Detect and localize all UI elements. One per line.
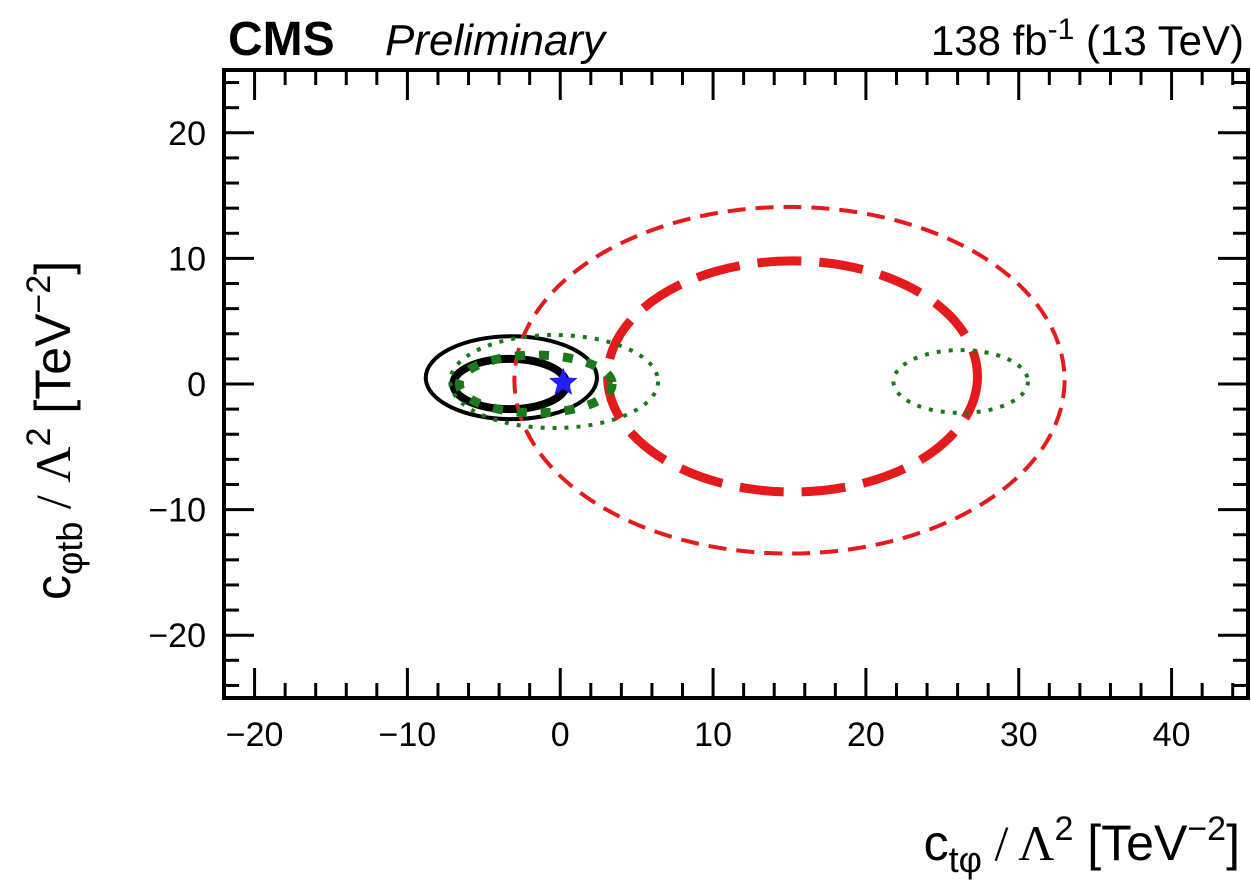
y-axis-title-unit-close: ] — [25, 261, 81, 275]
y-tick-label: 0 — [187, 366, 206, 404]
x-tick-label: −20 — [226, 716, 284, 754]
x-tick-label: 10 — [694, 716, 732, 754]
contour-green-outer-right — [891, 348, 1030, 415]
x-tick-label: 20 — [847, 716, 885, 754]
header-lumi-exponent: -1 — [1048, 13, 1075, 46]
x-tick-label: 40 — [1153, 716, 1191, 754]
best-fit-star-icon — [549, 367, 578, 395]
contour-red-inner — [603, 256, 982, 497]
x-axis-title-separator: / — [982, 815, 1018, 871]
contour-green-inner-left — [454, 350, 617, 418]
x-axis-title-unit: [TeV — [1087, 815, 1188, 871]
plot-frame-group — [222, 68, 1250, 700]
y-tick-label: −20 — [148, 617, 206, 655]
y-axis-title-scale: Λ — [25, 446, 81, 482]
x-axis-title-unit-exp: −2 — [1187, 810, 1226, 848]
header-lumi-value: 138 — [931, 17, 1001, 64]
y-axis-title-unit-exp: −2 — [20, 275, 58, 314]
x-tick-label: 0 — [551, 716, 570, 754]
plot-frame — [222, 68, 1250, 700]
x-axis-title-scale-exp: 2 — [1054, 810, 1073, 848]
axis-ticks-group: −20 −10 0 10 20 30 40 −20 −10 0 10 20 — [148, 70, 1248, 754]
x-tick-label: 30 — [1000, 716, 1038, 754]
contour-green-outer-left — [448, 333, 661, 430]
contours-group — [423, 204, 1067, 556]
header-lumi-unit: fb — [1013, 17, 1048, 64]
y-axis-title-base: c — [25, 575, 81, 600]
y-axis-title-scale-exp: 2 — [20, 428, 58, 447]
y-tick-label: 10 — [168, 240, 206, 278]
header-experiment: CMS — [228, 13, 335, 66]
best-fit-group — [549, 367, 578, 395]
y-axis-title-unit: [TeV — [25, 313, 81, 414]
y-axis-title-subscript: φtb — [49, 522, 90, 575]
x-tick-label: −10 — [379, 716, 437, 754]
header-status: Preliminary — [385, 16, 608, 65]
x-axis-title-base: c — [924, 815, 949, 871]
header-energy: (13 TeV) — [1086, 17, 1244, 64]
x-axis-title-scale: Λ — [1018, 815, 1054, 871]
y-axis-title-separator: / — [25, 483, 81, 522]
x-axis-title: ctφ / Λ2 [TeV−2] — [924, 810, 1240, 880]
y-tick-label: −10 — [148, 492, 206, 530]
contour-red-outer — [512, 204, 1067, 556]
x-axis-title-subscript: tφ — [949, 839, 982, 880]
contour-black-outer — [423, 334, 599, 422]
y-tick-label: 20 — [168, 115, 206, 153]
x-axis-title-unit-close: ] — [1226, 815, 1240, 871]
header-lumi: 138 fb-1 (13 TeV) — [931, 13, 1244, 64]
y-axis-title: cφtb / Λ2 [TeV−2] — [20, 261, 90, 600]
